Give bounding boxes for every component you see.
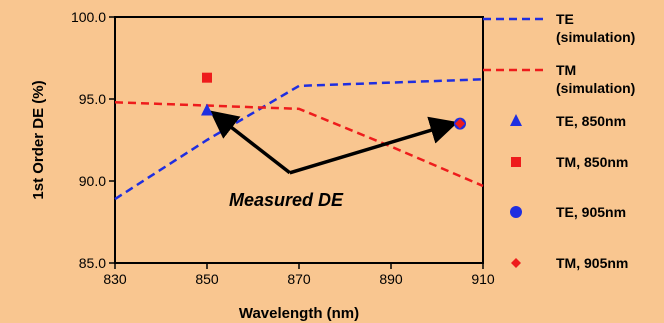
y-tick-label: 95.0 [79,91,106,107]
x-tick-label: 870 [287,271,311,287]
y-axis-ticks: 85.0 90.0 95.0 100.0 [71,9,115,271]
legend-label: TM [556,62,576,78]
data-point-tm-850nm [202,72,212,83]
annotation-arrow [209,110,291,175]
y-tick-label: 100.0 [71,9,106,25]
x-axis-label: Wavelength (nm) [239,305,359,322]
y-axis-label: 1st Order DE (%) [30,80,47,199]
annotation-arrow [289,116,459,175]
legend-symbol [510,114,522,126]
legend-label: (simulation) [556,80,635,96]
y-tick-label: 90.0 [79,173,106,189]
x-axis-ticks: 830 850 870 890 910 [103,263,495,287]
data-point-tm-905nm [455,118,465,129]
series-markers [201,72,466,130]
plot-area [114,16,484,264]
legend-label: TE [556,11,574,27]
x-tick-label: 830 [103,271,127,287]
annotation-text: Measured DE [229,190,344,210]
legend-symbol [510,206,522,218]
legend-label: TM, 850nm [556,154,628,170]
y-tick-label: 85.0 [79,255,106,271]
legend-label: TE, 905nm [556,204,626,220]
x-tick-label: 850 [195,271,219,287]
series-lines [114,78,484,201]
legend-symbol [511,157,521,167]
legend-label: TE, 850nm [556,113,626,129]
data-point-te-850nm [201,103,213,116]
legend-label: (simulation) [556,29,635,45]
series-line-tm-simulation [114,101,484,188]
legend: TE (simulation) TM (simulation) TE, 850nm TM,… [483,11,635,271]
legend-symbol [511,258,521,268]
x-tick-label: 910 [471,271,495,287]
x-tick-label: 890 [379,271,403,287]
annotation: Measured DE [209,110,459,210]
series-line-te-simulation [114,78,484,201]
legend-label: TM, 905nm [556,255,628,271]
